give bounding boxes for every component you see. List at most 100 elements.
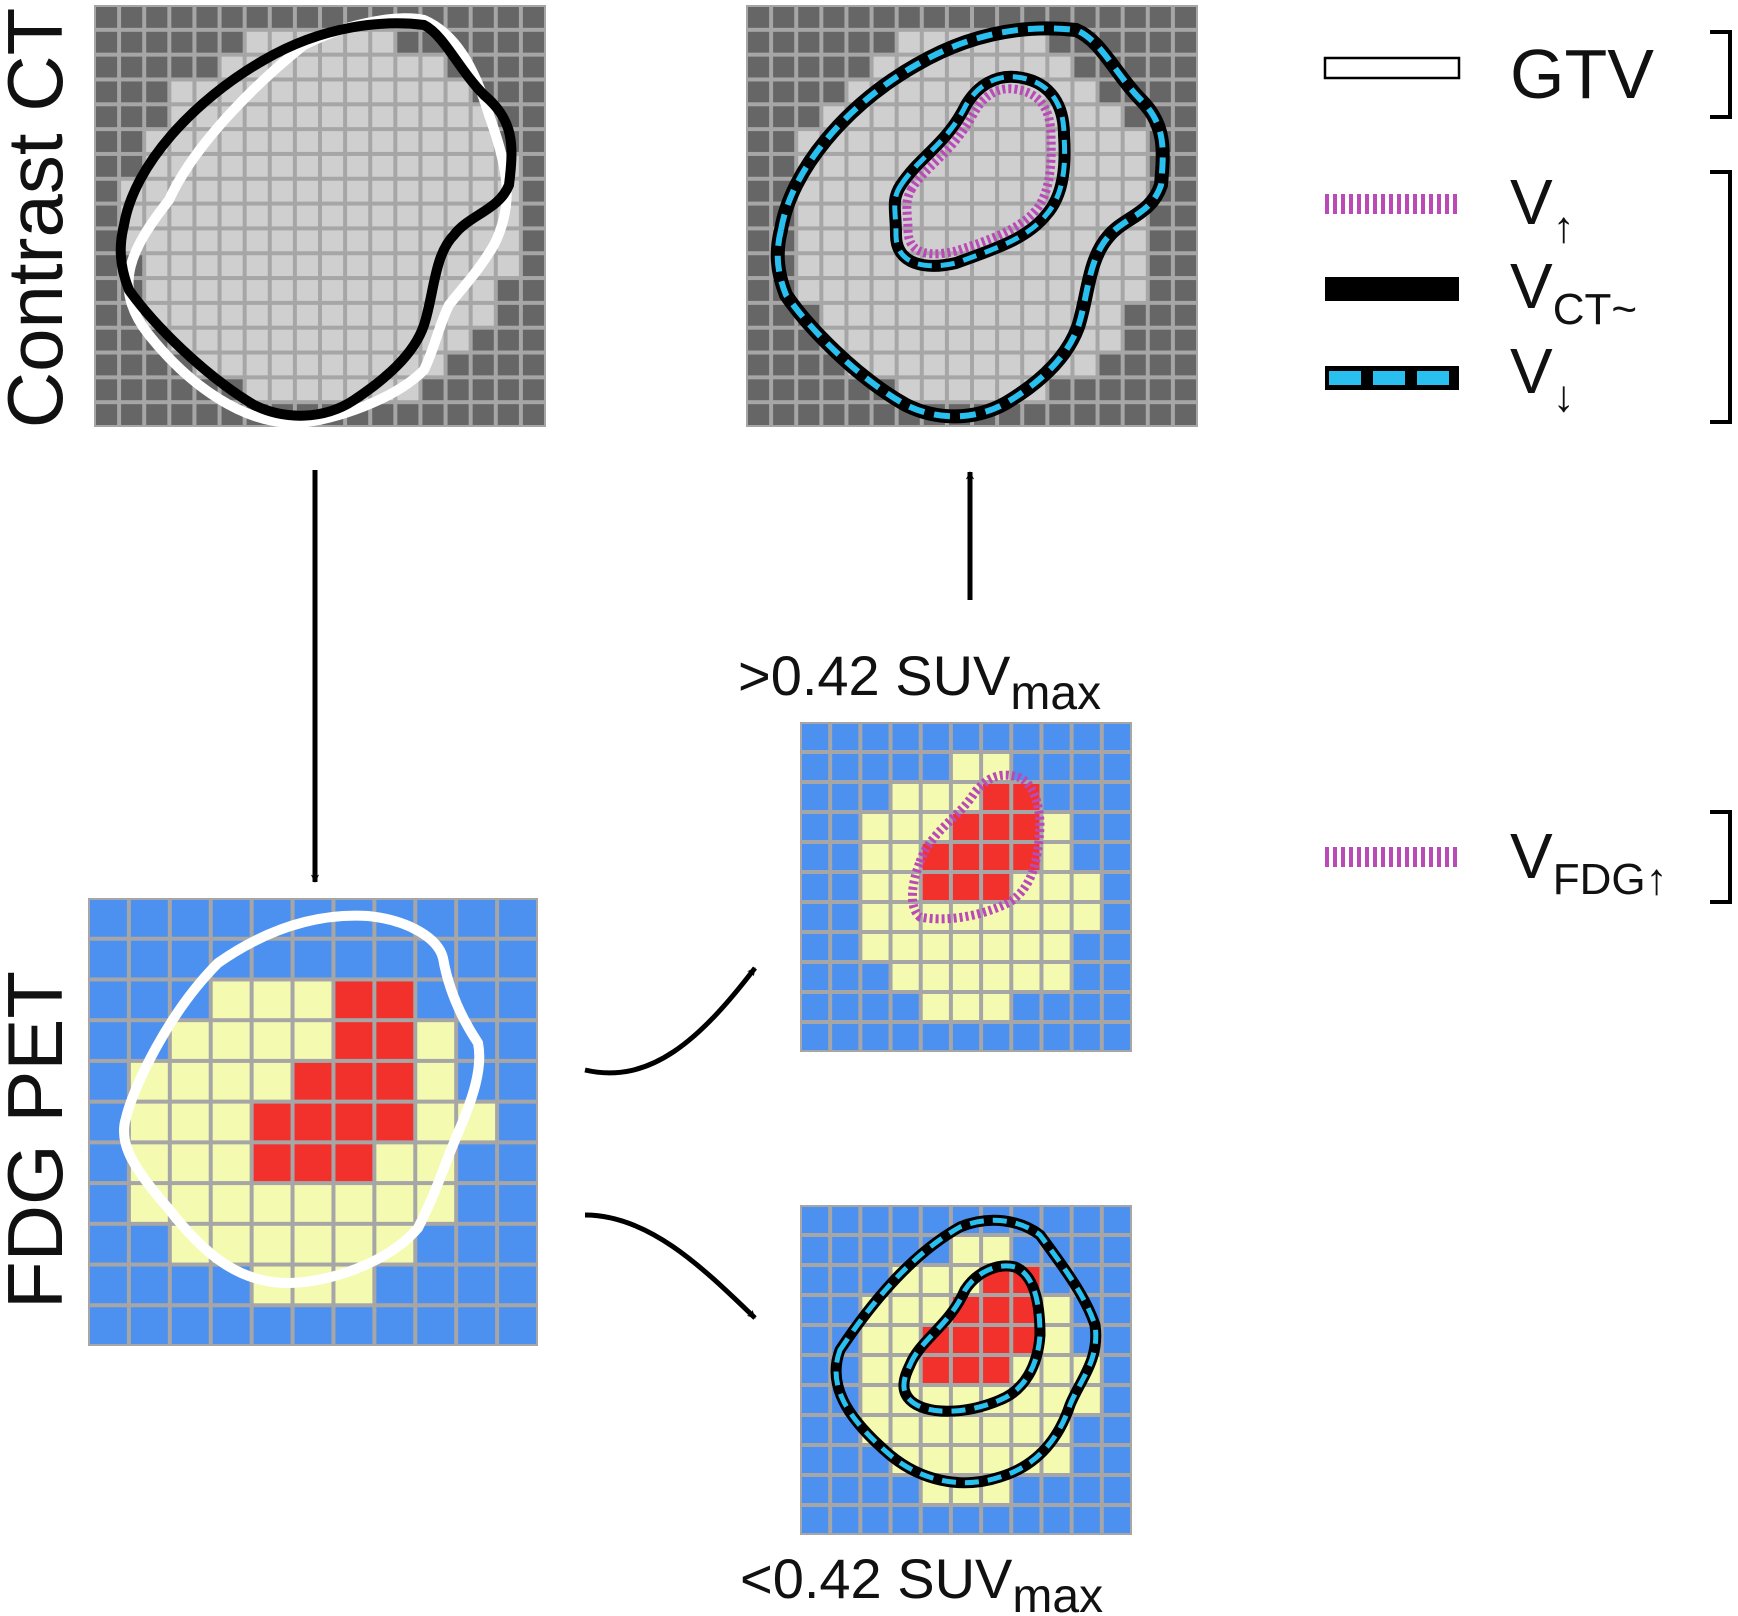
grid-cell (1099, 155, 1121, 177)
grid-cell (923, 106, 945, 128)
grid-cell (447, 404, 469, 425)
grid-cell (1073, 724, 1100, 750)
grid-cell (372, 131, 394, 152)
grid-cell (873, 131, 895, 152)
grid-cell (974, 56, 996, 78)
grid-cell (922, 1447, 949, 1473)
grid-cell (832, 1267, 859, 1293)
grid-cell (130, 900, 168, 937)
grid-cell (948, 205, 970, 227)
grid-cell (90, 1266, 127, 1304)
grid-cell (447, 255, 469, 277)
grid-cell (296, 106, 318, 128)
grid-cell (497, 329, 519, 351)
grid-cell (923, 329, 945, 351)
grid-cell (999, 180, 1021, 202)
grid-cell (96, 230, 118, 252)
grid-cell (1174, 56, 1196, 78)
grid-cell (832, 1477, 859, 1503)
grid-cell (347, 56, 369, 78)
grid-cell (1174, 354, 1196, 376)
grid-cell (1149, 205, 1171, 227)
grid-cell (397, 131, 419, 152)
legend: GTV V↑ VCT~ V↓ VFDG↑ (1323, 30, 1732, 904)
grid-cell (196, 180, 218, 202)
grid-cell (472, 354, 494, 376)
grid-cell (1149, 304, 1171, 326)
grid-cell (832, 994, 859, 1020)
grid-cell (372, 230, 394, 252)
grid-cell (1149, 230, 1171, 252)
grid-cell (823, 404, 845, 425)
grid-cell (522, 354, 544, 376)
grid-cell (1099, 329, 1121, 351)
grid-cell (798, 255, 820, 277)
grid-cell (892, 994, 919, 1020)
grid-cell (823, 31, 845, 53)
grid-cell (1024, 31, 1046, 53)
grid-cell (948, 180, 970, 202)
grid-cell (1103, 754, 1130, 780)
grid-cell (862, 1237, 889, 1263)
grid-cell (952, 994, 980, 1020)
grid-cell (212, 1103, 250, 1141)
grid-cell (1073, 784, 1100, 810)
grid-cell (417, 1266, 455, 1304)
grid-cell (499, 1185, 536, 1222)
grid-cell (121, 56, 143, 78)
grid-cell (873, 155, 895, 177)
grid-cell (499, 1307, 536, 1344)
grid-cell (1149, 7, 1171, 28)
grid-cell (347, 81, 369, 103)
grid-cell (1073, 934, 1100, 960)
grid-cell (923, 230, 945, 252)
grid-cell (458, 900, 496, 937)
grid-cell (1124, 354, 1146, 376)
grid-cell (171, 900, 209, 937)
grid-cell (798, 404, 820, 425)
grid-cell (802, 1327, 829, 1353)
grid-cell (802, 964, 829, 990)
pet-panel-below-threshold (800, 1205, 1132, 1535)
grid-cell (271, 106, 293, 128)
grid-cell (499, 940, 536, 978)
grid-cell (1073, 994, 1100, 1020)
grid-cell (347, 230, 369, 252)
grid-cell (130, 1307, 168, 1344)
grid-cell (773, 56, 795, 78)
grid-cell (922, 724, 949, 750)
grid-cell (497, 56, 519, 78)
grid-cell (1049, 304, 1071, 326)
grid-cell (294, 940, 332, 978)
grid-cell (472, 379, 494, 401)
grid-cell (146, 106, 168, 128)
grid-cell (271, 205, 293, 227)
grid-cell (96, 404, 118, 425)
grid-cell (1074, 205, 1096, 227)
grid-cell (447, 354, 469, 376)
grid-cell (1099, 404, 1121, 425)
grid-cell (171, 940, 209, 978)
grid-cell (1174, 379, 1196, 401)
grid-cell (196, 31, 218, 53)
grid-cell (1124, 56, 1146, 78)
grid-cell (1124, 180, 1146, 202)
grid-cell (372, 205, 394, 227)
grid-cell (802, 1477, 829, 1503)
grid-cell (1099, 304, 1121, 326)
grid-cell (376, 1144, 414, 1182)
grid-cell (497, 304, 519, 326)
grid-cell (892, 724, 919, 750)
grid-cell (983, 1447, 1010, 1473)
grid-cell (892, 1477, 919, 1503)
grid-cell (253, 981, 291, 1019)
grid-cell (802, 1447, 829, 1473)
grid-cell (948, 7, 970, 28)
grid-cell (1124, 106, 1146, 128)
grid-cell (1043, 934, 1070, 960)
grid-cell (983, 1417, 1010, 1443)
grid-cell (347, 205, 369, 227)
grid-cell (974, 7, 996, 28)
grid-cell (898, 106, 920, 128)
grid-cell (246, 280, 268, 301)
